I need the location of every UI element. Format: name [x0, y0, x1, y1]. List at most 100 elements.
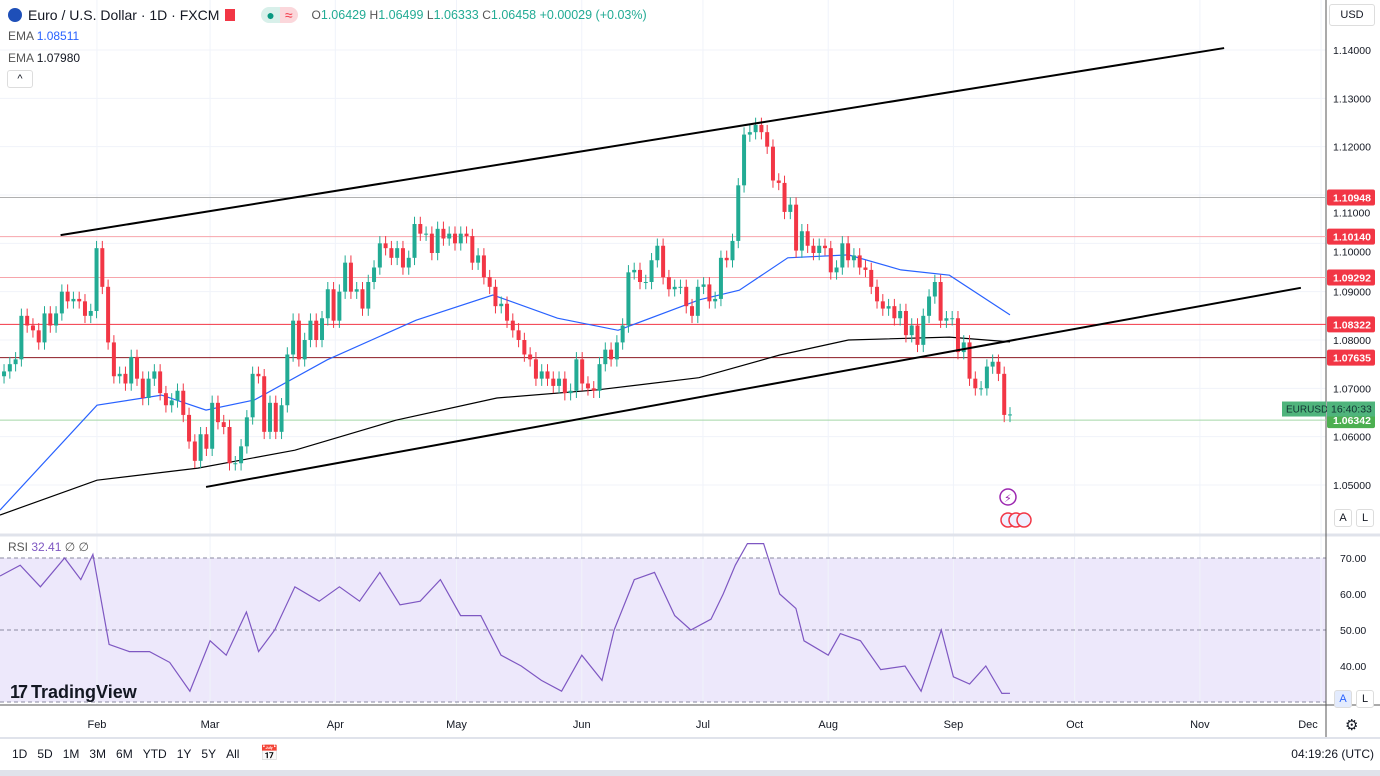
candle [938, 281, 943, 321]
candle [718, 257, 723, 299]
candle [944, 318, 949, 321]
range-5d[interactable]: 5D [37, 747, 53, 761]
candle [979, 388, 984, 390]
log-scale-button[interactable]: L [1356, 509, 1374, 527]
clock[interactable]: 04:19:26 (UTC) [1291, 747, 1374, 761]
candle [892, 306, 897, 319]
candle [996, 361, 1001, 374]
open-value: 1.06429 [320, 8, 367, 22]
candle [429, 233, 434, 253]
candle [285, 354, 290, 406]
candle [476, 255, 481, 263]
last-symbol-bg [1282, 401, 1326, 417]
level-label: 1.10948 [1333, 193, 1371, 205]
candle [389, 248, 394, 258]
candle [308, 320, 313, 340]
candle [805, 231, 810, 246]
candle [464, 233, 469, 237]
candle [828, 248, 833, 273]
range-ytd[interactable]: YTD [142, 747, 167, 761]
candle [539, 371, 544, 379]
candle [742, 134, 747, 186]
candle [331, 289, 336, 321]
candle [620, 325, 625, 343]
candle [146, 378, 151, 398]
candle [770, 146, 775, 181]
range-5y[interactable]: 5Y [201, 747, 217, 761]
wave-icon: ≈ [279, 7, 298, 23]
ema200-legend[interactable]: EMA 1.07980 [8, 51, 80, 65]
candle [279, 405, 284, 432]
candle [175, 390, 180, 401]
candle [788, 204, 793, 212]
ema50-legend[interactable]: EMA 1.08511 [8, 29, 79, 43]
candle [302, 339, 307, 360]
candle [557, 378, 562, 386]
flag-icon[interactable] [225, 9, 236, 21]
candle [291, 320, 296, 355]
candle [701, 284, 706, 287]
log-scale-button-rsi[interactable]: L [1356, 690, 1374, 708]
level-label: 1.06342 [1333, 415, 1371, 427]
candle [169, 400, 174, 406]
candle [470, 236, 475, 263]
range-1d[interactable]: 1D [12, 747, 28, 761]
candle [2, 371, 7, 377]
ema-value: 1.07980 [36, 51, 81, 65]
level-label-bg [1327, 349, 1375, 366]
candle [857, 255, 862, 268]
auto-scale-button-rsi[interactable]: A [1334, 690, 1352, 708]
level-label-bg [1327, 316, 1375, 333]
rsi-legend[interactable]: RSI 32.41 ∅ ∅ [8, 540, 89, 554]
ema-value: 1.08511 [36, 29, 80, 43]
candle [221, 422, 226, 427]
candle [522, 339, 527, 355]
euro-flag-icon [8, 8, 22, 22]
candle [82, 301, 87, 316]
range-1m[interactable]: 1M [62, 747, 80, 761]
candle [412, 223, 417, 258]
candle [580, 359, 585, 384]
range-6m[interactable]: 6M [116, 747, 133, 761]
candle [666, 277, 671, 290]
candle [684, 286, 689, 307]
calendar-icon[interactable]: 📅 [260, 745, 279, 762]
candle [210, 402, 215, 449]
ema200-line [0, 336, 1011, 516]
candle [227, 426, 232, 464]
price-tick: 1.05000 [1333, 480, 1371, 492]
candle [395, 248, 400, 258]
rsi-value: 32.41 [31, 540, 62, 554]
candle [7, 364, 12, 372]
settings-gear-icon[interactable]: ⚙ [1345, 717, 1359, 734]
candle [36, 330, 41, 343]
symbol-title[interactable]: Euro / U.S. Dollar · 1D · FXCM [28, 7, 220, 23]
range-all[interactable]: All [226, 747, 240, 761]
candle [452, 233, 457, 244]
market-status[interactable]: ● ≈ [261, 7, 298, 23]
currency-button[interactable]: USD [1329, 4, 1375, 26]
candle [77, 298, 82, 302]
auto-scale-button[interactable]: A [1334, 509, 1352, 527]
collapse-legend-button[interactable]: ^ [7, 70, 33, 88]
level-label-bg [1327, 228, 1375, 245]
candle [961, 342, 966, 353]
candle [551, 378, 556, 386]
time-label-Dec: Dec [1298, 719, 1318, 731]
range-1y[interactable]: 1Y [176, 747, 192, 761]
chevron-up-icon: ^ [17, 73, 23, 85]
candle [724, 257, 729, 261]
last-symbol: EURUSD [1286, 405, 1328, 416]
range-3m[interactable]: 3M [89, 747, 107, 761]
candle [233, 463, 238, 465]
candle [117, 373, 122, 377]
candle [406, 257, 411, 268]
candle [343, 262, 348, 292]
candle [516, 330, 521, 340]
candle [880, 301, 885, 309]
tradingview-logo[interactable]: 17 TradingView [10, 682, 137, 703]
candle [973, 378, 978, 389]
ema-label: EMA [8, 29, 34, 43]
candle [354, 289, 359, 292]
